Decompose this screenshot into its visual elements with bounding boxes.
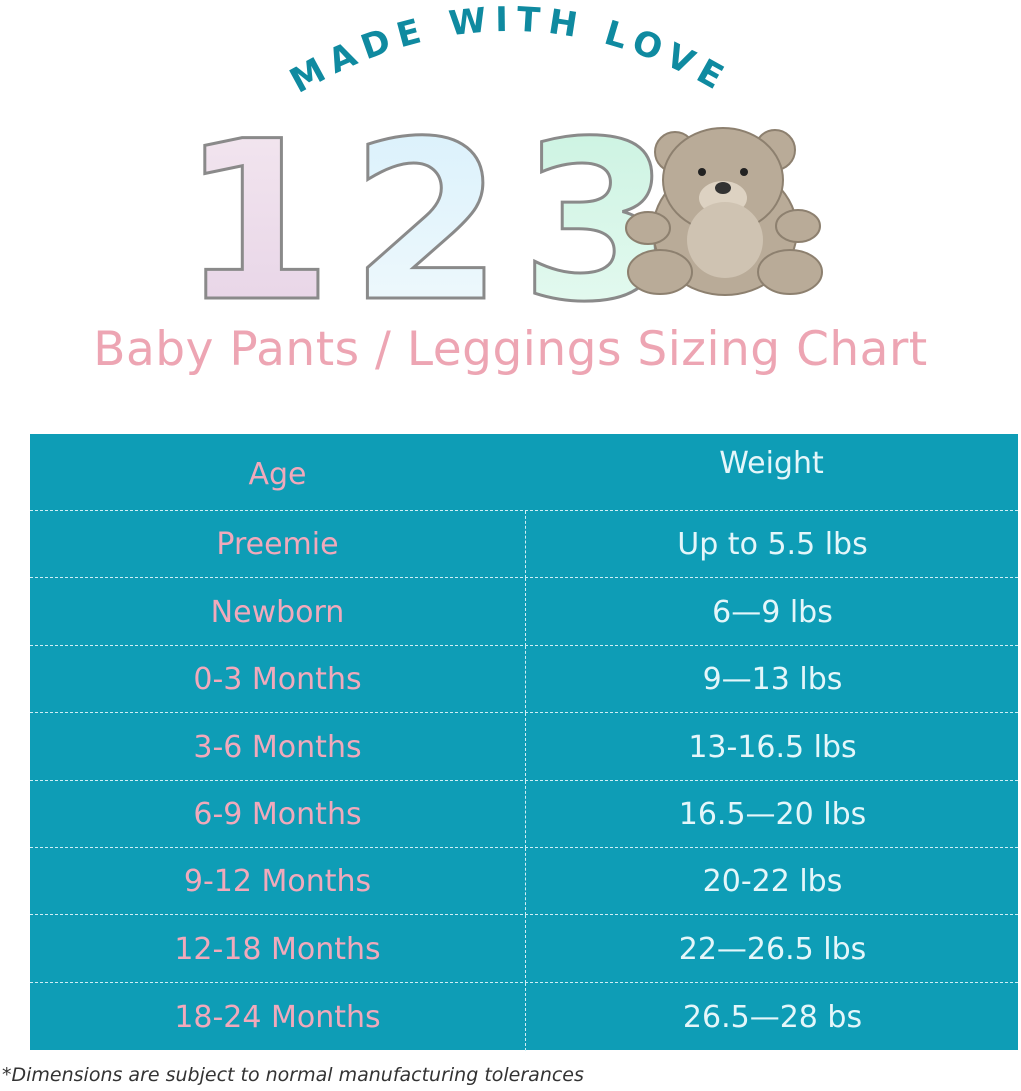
logo-numerals: 1 2 3 xyxy=(179,93,675,311)
age-cell: 3-6 Months xyxy=(193,729,362,765)
logo-numeral: 2 xyxy=(350,94,503,310)
weight-cell: 9—13 lbs xyxy=(525,646,1019,713)
header-age: Age xyxy=(248,456,307,492)
table-row: Newborn 6—9 lbs xyxy=(30,577,1018,646)
page-title: Baby Pants / Leggings Sizing Chart xyxy=(93,322,928,377)
age-cell: 12-18 Months xyxy=(174,931,381,967)
table-row: 12-18 Months 22—26.5 lbs xyxy=(30,914,1018,983)
teddy-bear-icon xyxy=(625,127,823,296)
age-cell: 0-3 Months xyxy=(193,662,362,697)
weight-cell: 26.5—28 bs xyxy=(525,983,1019,1051)
weight-cell: 6—9 lbs xyxy=(525,578,1019,646)
weight-cell: 22—26.5 lbs xyxy=(525,915,1019,983)
footer-note: *Dimensions are subject to normal manufa… xyxy=(2,1064,584,1086)
table-row: 18-24 Months 26.5—28 bs xyxy=(30,982,1018,1051)
table-header-row: Age Weight xyxy=(30,434,1018,510)
weight-cell: Up to 5.5 lbs xyxy=(525,511,1019,578)
header-weight: Weight xyxy=(719,445,824,481)
table-row: 9-12 Months 20-22 lbs xyxy=(30,847,1018,915)
logo-numeral: 3 xyxy=(520,94,673,310)
weight-cell: 16.5—20 lbs xyxy=(525,781,1019,848)
weight-cell: 13-16.5 lbs xyxy=(525,713,1019,781)
logo-numeral: 1 xyxy=(180,94,333,310)
table-row: 6-9 Months 16.5—20 lbs xyxy=(30,780,1018,848)
age-cell: Newborn xyxy=(210,594,345,630)
age-cell: Preemie xyxy=(216,527,339,562)
table-row: 3-6 Months 13-16.5 lbs xyxy=(30,712,1018,781)
sizing-table: Age Weight Preemie Up to 5.5 lbs Newborn 6—… xyxy=(30,434,1018,1051)
table-row: Preemie Up to 5.5 lbs xyxy=(30,510,1018,578)
weight-cell: 20-22 lbs xyxy=(525,848,1019,915)
age-cell: 9-12 Months xyxy=(183,864,372,899)
age-cell: 18-24 Months xyxy=(174,999,381,1035)
table-row: 0-3 Months 9—13 lbs xyxy=(30,645,1018,713)
brand-logo: MADE WITH LOVE 1 2 3 xyxy=(179,0,823,311)
logo-tagline: MADE WITH LOVE xyxy=(283,0,736,102)
age-cell: 6-9 Months xyxy=(193,797,362,832)
